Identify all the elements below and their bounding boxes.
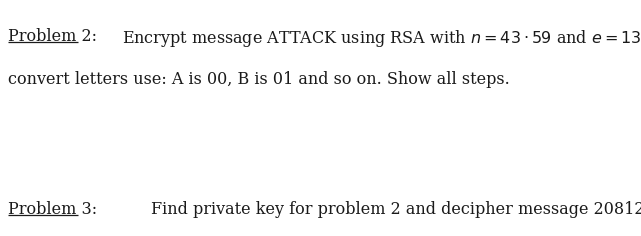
- Text: Encrypt message ATTACK using RSA with $n = 43 \cdot 59$ and $e = 13$. To: Encrypt message ATTACK using RSA with $n…: [122, 28, 641, 49]
- Text: Find private key for problem 2 and decipher message 20812182.: Find private key for problem 2 and decip…: [151, 201, 641, 218]
- Text: convert letters use: A is 00, B is 01 and so on. Show all steps.: convert letters use: A is 00, B is 01 an…: [8, 71, 510, 88]
- Text: Problem 3:: Problem 3:: [8, 201, 97, 218]
- Text: Problem 2:: Problem 2:: [8, 28, 97, 45]
